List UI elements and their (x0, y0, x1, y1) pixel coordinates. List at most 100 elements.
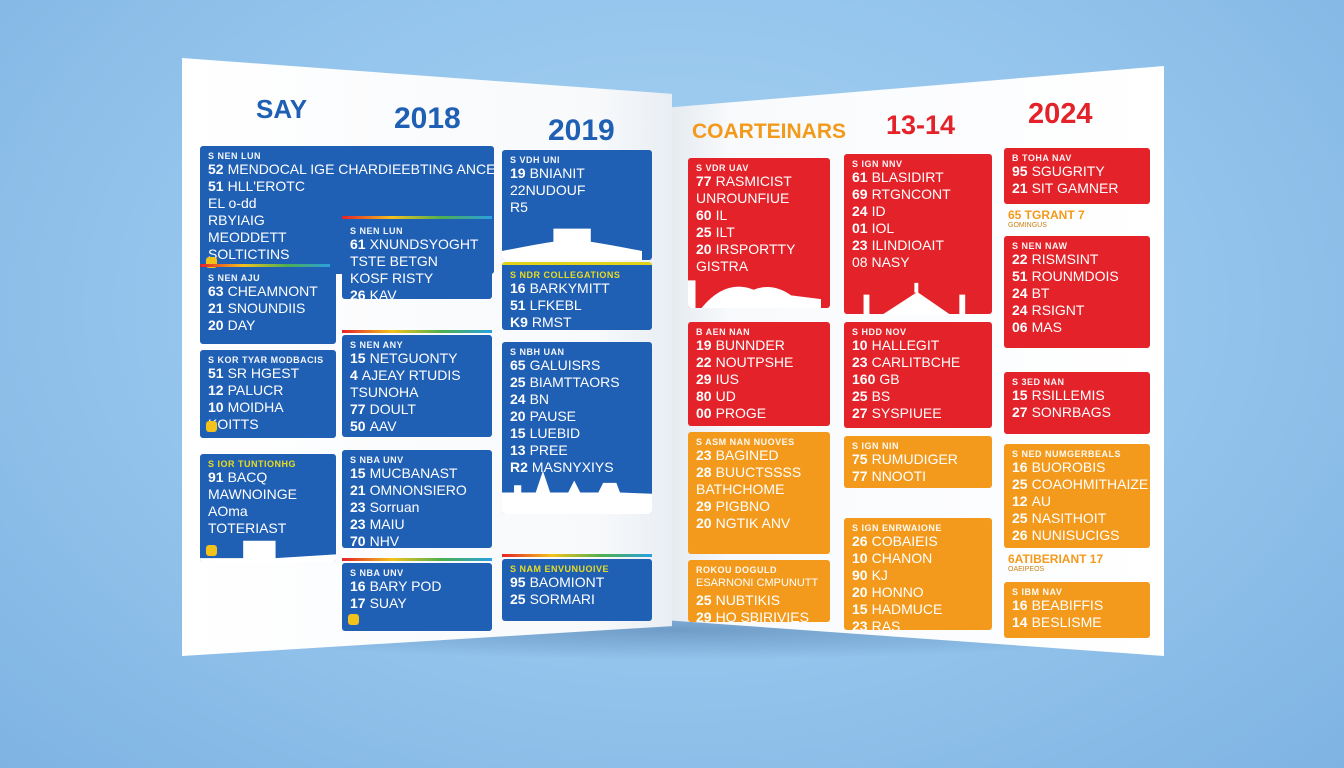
card-row: 24 BN (510, 391, 644, 408)
row-number: 20 (696, 515, 712, 531)
card-label: B TOHA NAV (1012, 153, 1072, 163)
row-number: 60 (696, 207, 712, 223)
row-number: 91 (208, 469, 224, 485)
card-row: 13 PREE (510, 442, 644, 459)
card-label: S NEN LUN (208, 151, 262, 161)
card-row: TSTE BETGN (350, 253, 484, 270)
schedule-card: S ASM NAN NUOVES 23 BAGINED 28 BUUCTSSSS B… (688, 432, 830, 554)
card-row: 50 AAV (350, 418, 484, 435)
color-strip (342, 330, 492, 333)
card-row: 12 AU (1012, 493, 1142, 510)
row-number: 25 (1012, 510, 1028, 526)
row-number: 15 (350, 465, 366, 481)
row-text: HLL'EROTC (227, 178, 305, 194)
card-row: AOma (208, 503, 328, 520)
row-number: 52 (208, 161, 224, 177)
row-text: MEODDETT (208, 229, 287, 245)
heading-coarteinars: COARTEINARS (692, 120, 847, 143)
row-number: 15 (510, 425, 526, 441)
card-row: 20 HONNO (852, 584, 984, 601)
row-number: 21 (1012, 180, 1028, 196)
row-number: 20 (852, 584, 868, 600)
schedule-card: S NDR COLLEGATIONS 16 BARKYMITT 51 LFKEBL … (502, 262, 652, 330)
row-text: RAS (871, 618, 901, 630)
row-text: SR HGEST (227, 365, 300, 381)
card-row: TSUNOHA (350, 384, 484, 401)
row-text: BARKYMITT (529, 280, 610, 296)
card-row: 77 NNOOTI (852, 468, 984, 485)
row-number: 15 (350, 350, 366, 366)
card-row: K9 RMST (510, 314, 644, 330)
schedule-card: ROKOU DOGULD ESARNONI CMPUNUTT 25 NUBTIKI… (688, 560, 830, 622)
row-text: GISTRA (696, 258, 749, 274)
card-label: S IGN NIN (852, 441, 900, 451)
row-number: 12 (208, 382, 224, 398)
card-row: 16 BARY POD (350, 578, 484, 595)
row-text: 08 NASY (852, 254, 910, 270)
row-text: BN (529, 391, 550, 407)
card-row: 4 AJEAY RTUDIS (350, 367, 484, 384)
row-number: 77 (696, 173, 712, 189)
row-number: 77 (350, 401, 366, 417)
card-label: S NED NUMGERBEALS (1012, 449, 1122, 459)
row-text: BAOMIONT (529, 574, 605, 590)
row-text: COBAIEIS (871, 533, 938, 549)
row-number: 19 (696, 337, 712, 353)
card-row: 23 ILINDIOAIT (852, 237, 984, 254)
row-number: 25 (696, 224, 712, 240)
card-row: 06 MAS (1012, 319, 1142, 336)
card-row: 15 HADMUCE (852, 601, 984, 618)
card-label: S HDD NOV (852, 327, 907, 337)
card-row: 00 PROGE (696, 405, 822, 422)
card-row: 51 ROUNMDOIS (1012, 268, 1142, 285)
row-number: 75 (852, 451, 868, 467)
row-text: PREE (529, 442, 568, 458)
schedule-card: S NEN AJU 63 CHEAMNONT 21 SNOUNDIIS 20 DAY (200, 268, 336, 344)
row-text: MAIU (369, 516, 405, 532)
church-skyline-icon (844, 282, 989, 314)
row-text: MAWNOINGE (208, 486, 297, 502)
card-label: S NDR COLLEGATIONS (510, 270, 621, 280)
right-page: COARTEINARS 13-14 2024 S VDR UAV 77 RASMI… (672, 66, 1164, 656)
row-text: ID (871, 203, 886, 219)
card-row: 17 SUAY (350, 595, 484, 612)
row-number: 24 (510, 391, 526, 407)
row-number: 06 (1012, 319, 1028, 335)
card-row: 28 BUUCTSSSS (696, 464, 822, 481)
row-number: 25 (510, 374, 526, 390)
row-text: KJ (871, 567, 888, 583)
row-text: MUCBANAST (369, 465, 458, 481)
row-text: CHEAMNONT (227, 283, 318, 299)
card-row: 24 RSIGNT (1012, 302, 1142, 319)
row-number: 20 (208, 317, 224, 333)
schedule-card: S IGN NIN 75 RUMUDIGER 77 NNOOTI (844, 436, 992, 488)
row-number: 4 (350, 367, 358, 383)
card-row: 90 KJ (852, 567, 984, 584)
row-text: IL (715, 207, 728, 223)
card-row: 25 SORMARI (510, 591, 644, 608)
card-row: 51 SR HGEST (208, 365, 328, 382)
schedule-card: S NED NUMGERBEALS 16 BUOROBIS 25 COAOHMITH… (1004, 444, 1150, 548)
card-row: 21 SIT GAMNER (1012, 180, 1142, 197)
row-text: TSTE BETGN (350, 253, 438, 269)
row-number: 29 (696, 371, 712, 387)
row-text: IUS (715, 371, 739, 387)
row-number: 70 (350, 533, 366, 548)
row-number: 24 (1012, 302, 1028, 318)
row-text: SUAY (369, 595, 407, 611)
note-subtitle: OAEIPEOS (1008, 566, 1045, 573)
row-number: 25 (510, 591, 526, 607)
row-number: 25 (1012, 476, 1028, 492)
row-text: RUMUDIGER (871, 451, 958, 467)
row-number: 95 (1012, 163, 1028, 179)
row-number: 51 (510, 297, 526, 313)
card-row: 29 HQ SBIRIVIES (696, 609, 822, 622)
card-row: 24 ID (852, 203, 984, 220)
row-text: AAV (369, 418, 397, 434)
row-number: 23 (696, 447, 712, 463)
card-row: MAWNOINGE (208, 486, 328, 503)
row-text: R5 (510, 199, 528, 215)
card-row: 20 IRSPORTTY (696, 241, 822, 258)
row-text: HQ SBIRIVIES (715, 609, 809, 622)
card-label: S NAM ENVUNUOIVE (510, 564, 610, 574)
